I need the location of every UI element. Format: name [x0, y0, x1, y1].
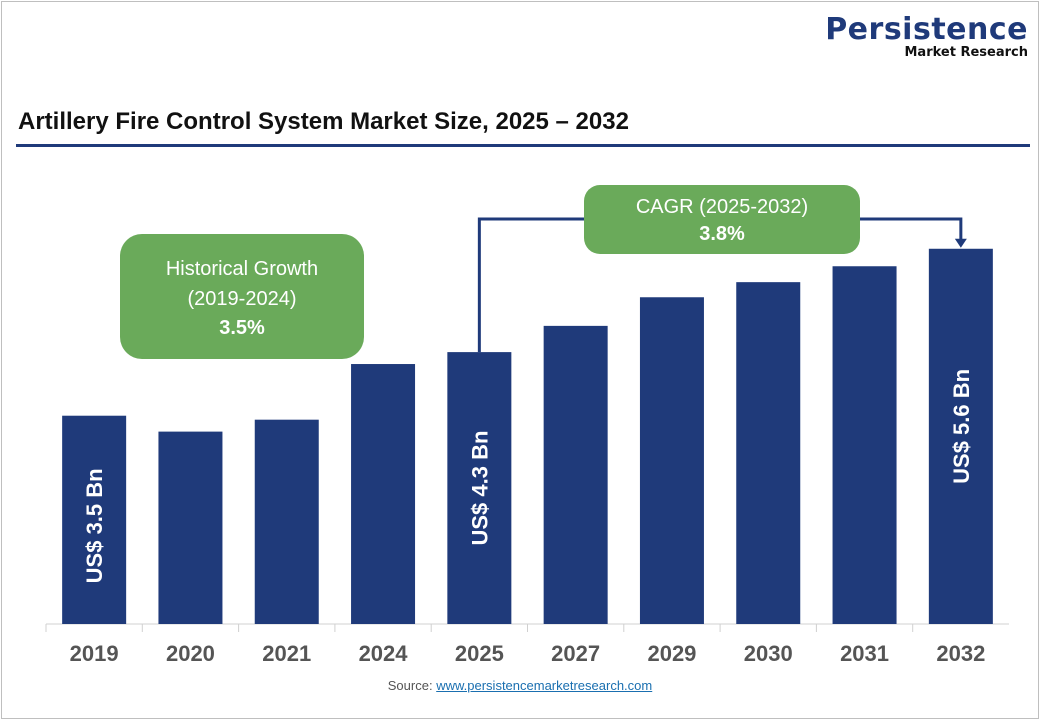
historical-label: Historical Growth: [165, 258, 319, 280]
bar-2032: [928, 248, 993, 624]
logo-subtext: Market Research: [904, 45, 1029, 60]
chart-title: Artillery Fire Control System Market Siz…: [18, 108, 629, 135]
x-tick-label: 2019: [70, 641, 119, 666]
bar-2030: [736, 282, 801, 624]
bar-2031: [832, 266, 897, 624]
x-tick-label: 2029: [647, 641, 696, 666]
bar-2027: [543, 325, 608, 624]
bar-2019: [62, 415, 127, 624]
title-rule: [16, 144, 1030, 147]
logo-text: Persistence: [825, 12, 1028, 47]
bar-2025: [447, 352, 512, 624]
arrow-down-icon: [954, 238, 967, 248]
bar-2024: [351, 364, 416, 624]
data-label-2025: US$ 4.3 Bn: [467, 431, 492, 546]
historical-period: (2019-2024): [187, 288, 297, 310]
bar-2020: [158, 431, 223, 624]
x-tick-label: 2027: [551, 641, 600, 666]
data-label-2032: US$ 5.6 Bn: [949, 369, 974, 484]
bar-2021: [254, 419, 319, 624]
x-tick-label: 2021: [262, 641, 311, 666]
historical-growth-callout: Historical Growth (2019-2024) 3.5%: [120, 234, 364, 359]
cagr-label: CAGR (2025-2032): [635, 196, 809, 218]
x-tick-label: 2024: [359, 641, 409, 666]
x-tick-label: 2020: [166, 641, 215, 666]
x-tick-label: 2031: [840, 641, 889, 666]
x-tick-label: 2032: [936, 641, 985, 666]
source-link[interactable]: www.persistencemarketresearch.com: [436, 678, 653, 693]
cagr-callout: CAGR (2025-2032) 3.8%: [584, 185, 860, 254]
x-tick-label: 2030: [744, 641, 793, 666]
bar-2029: [639, 297, 704, 624]
logo: Persistence Market Research: [825, 14, 1028, 60]
cagr-value: 3.8%: [699, 223, 745, 245]
x-tick-label: 2025: [455, 641, 504, 666]
source-note: Source: www.persistencemarketresearch.co…: [0, 678, 1040, 693]
historical-value: 3.5%: [219, 317, 265, 339]
source-label: Source:: [387, 678, 433, 693]
data-label-2019: US$ 3.5 Bn: [82, 468, 107, 583]
